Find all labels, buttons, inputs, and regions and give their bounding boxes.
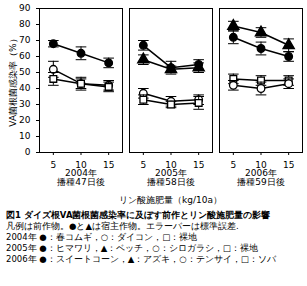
svg-text:0: 0 [25,147,31,157]
svg-text:15: 15 [103,160,114,170]
svg-text:5: 5 [140,160,146,170]
svg-text:60: 60 [19,51,31,61]
svg-text:2006年播種59日後: 2006年播種59日後 [237,168,284,187]
html-text:リン酸施肥量（kg/10a）: リン酸施肥量（kg/10a） [119,195,222,205]
html-text:図1 ダイズ根VA菌根菌感染率に及ぼす前作とリン酸施肥量の影: 図1 ダイズ根VA菌根菌感染率に及ぼす前作とリン酸施肥量の影響 [6,210,271,220]
svg-text:70: 70 [19,35,31,45]
svg-text:50: 50 [19,67,31,77]
svg-text:10: 10 [19,131,31,141]
svg-text:2004年播種47日後: 2004年播種47日後 [57,168,104,187]
svg-text:10: 10 [165,159,177,170]
html-text:凡例は前作物。●と▲は宿主作物。エラーバーは標準誤差.: 凡例は前作物。●と▲は宿主作物。エラーバーは標準誤差. [6,221,239,231]
svg-text:5: 5 [230,160,236,170]
svg-text:10: 10 [75,159,87,170]
svg-text:VA菌根菌感染率（%）: VA菌根菌感染率（%） [8,34,18,126]
svg-text:2005年播種58日後: 2005年播種58日後 [147,168,194,187]
svg-text:80: 80 [19,19,31,29]
svg-text:40: 40 [19,83,31,93]
html-text:2006年 ●：スイートコーン，▲：アズキ，○：テンサイ，□: 2006年 ●：スイートコーン，▲：アズキ，○：テンサイ，□：ソバ [6,254,276,264]
svg-text:20: 20 [19,115,31,125]
svg-text:5: 5 [50,160,56,170]
svg-text:15: 15 [283,160,294,170]
svg-text:15: 15 [193,160,204,170]
svg-text:90: 90 [19,3,31,13]
svg-text:30: 30 [19,99,31,109]
svg-text:10: 10 [255,159,267,170]
html-text:2005年 ●：ヒマワリ，▲：ベッチ，○：シロガラシ，□：裸: 2005年 ●：ヒマワリ，▲：ベッチ，○：シロガラシ，□：裸地 [6,243,258,253]
html-text:2004年 ●：春コムギ，○：ダイコン，□：裸地: 2004年 ●：春コムギ，○：ダイコン，□：裸地 [6,232,198,242]
